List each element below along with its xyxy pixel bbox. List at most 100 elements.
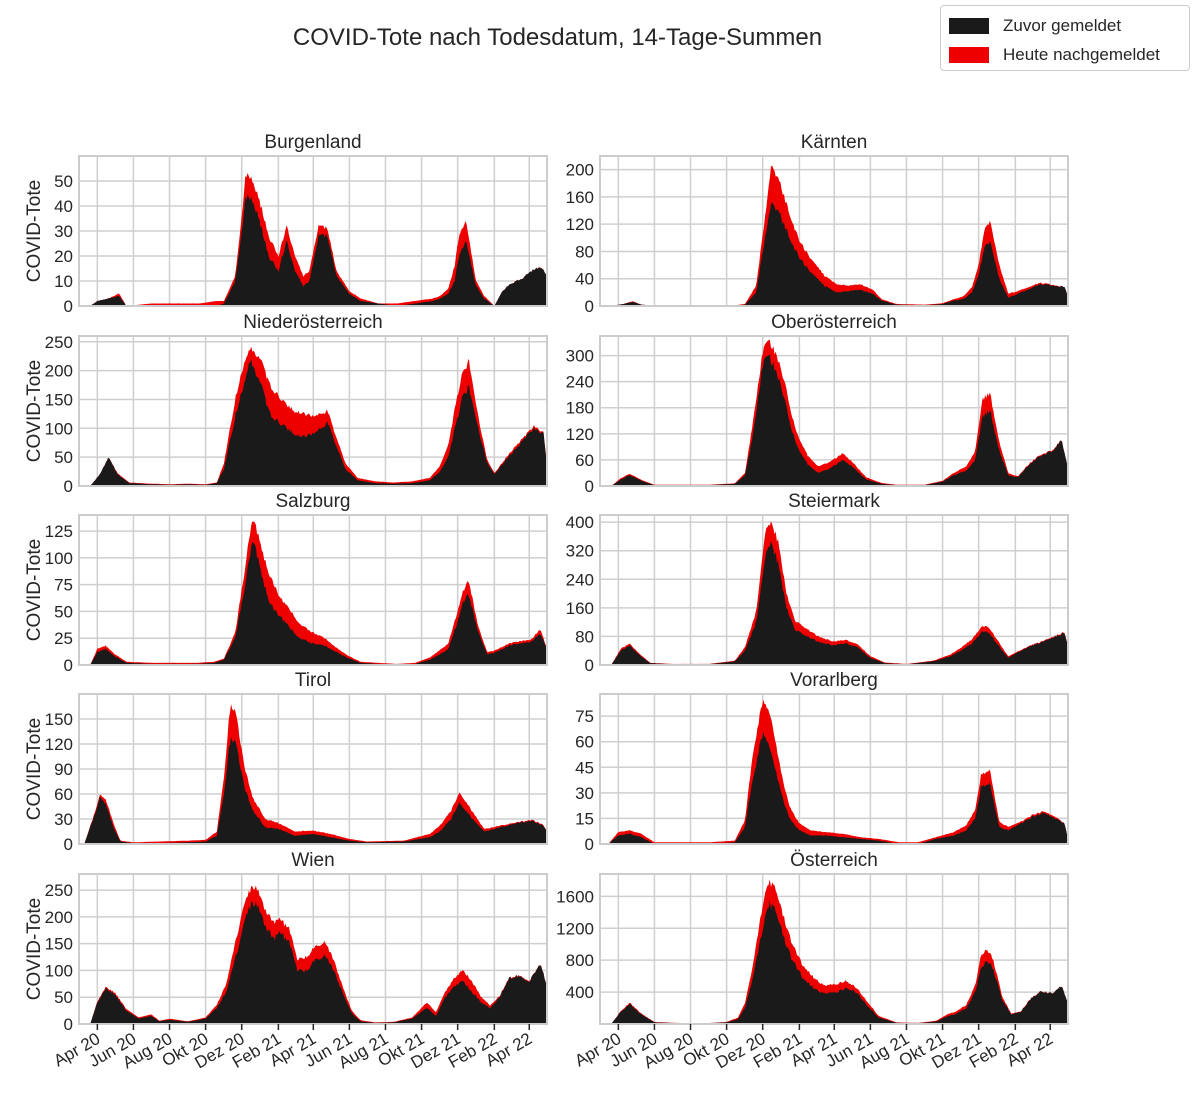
- y-tick-label: 200: [45, 908, 73, 927]
- y-tick-label: 180: [566, 399, 594, 418]
- area-niederösterreich-zuvor: [90, 358, 547, 486]
- y-tick-label: 1600: [556, 887, 594, 906]
- area-wien-nachgemeldet: [90, 885, 547, 1024]
- legend-item-new: Heute nachgemeldet: [949, 44, 1160, 66]
- y-tick-label: 50: [54, 448, 73, 467]
- area-niederösterreich-nachgemeldet: [90, 346, 547, 486]
- y-tick-label: 120: [566, 425, 594, 444]
- panel-title: Vorarlberg: [790, 670, 878, 691]
- y-tick-label: 300: [566, 347, 594, 366]
- y-tick-label: 150: [45, 935, 73, 954]
- area-vorarlberg-nachgemeldet: [608, 699, 1068, 844]
- y-tick-label: 75: [54, 576, 73, 595]
- y-tick-label: 100: [45, 419, 73, 438]
- y-tick-label: 0: [64, 297, 73, 316]
- y-tick-label: 160: [566, 188, 594, 207]
- y-tick-label: 40: [575, 270, 594, 289]
- panel-title: Tirol: [295, 670, 331, 691]
- legend-swatch-new: [949, 47, 989, 63]
- y-tick-label: 10: [54, 272, 73, 291]
- plot-frame: [78, 693, 548, 845]
- panel-title: Oberösterreich: [771, 312, 897, 333]
- y-tick-label: 800: [566, 951, 594, 970]
- y-tick-label: 200: [45, 362, 73, 381]
- plot-frame: [78, 335, 548, 487]
- plot-frame: [599, 155, 1069, 307]
- area-tirol-zuvor: [84, 737, 548, 844]
- area-burgenland-zuvor: [90, 194, 547, 306]
- panel-salzburg: 0 25 50 75 100 125 Salzburg COVID-Tote: [24, 491, 548, 675]
- y-tick-label: 400: [566, 983, 594, 1002]
- y-tick-label: 80: [575, 242, 594, 261]
- y-tick-label: 0: [64, 656, 73, 675]
- area-salzburg-zuvor: [90, 541, 547, 665]
- y-tick-label: 75: [575, 707, 594, 726]
- y-tick-label: 250: [45, 881, 73, 900]
- area-kärnten-zuvor: [611, 202, 1068, 306]
- y-tick-label: 150: [45, 390, 73, 409]
- figure-title: COVID-Tote nach Todesdatum, 14-Tage-Summ…: [292, 24, 823, 51]
- y-tick-label: 200: [566, 161, 594, 180]
- y-tick-label: 0: [64, 835, 73, 854]
- panel-niederösterreich: 0 50 100 150 200 250 Niederösterreich COVID-Tot…: [24, 312, 548, 496]
- y-tick-label: 125: [45, 522, 73, 541]
- legend-label-previous: Zuvor gemeldet: [1003, 16, 1122, 35]
- area-tirol-nachgemeldet: [84, 704, 548, 844]
- y-tick-label: 90: [54, 760, 73, 779]
- y-tick-label: 240: [566, 570, 594, 589]
- panel-steiermark: 0 80 160 240 320 400 Steiermark: [566, 491, 1069, 675]
- legend-swatch-previous: [949, 18, 989, 34]
- legend-item-previous: Zuvor gemeldet: [949, 15, 1121, 37]
- area-vorarlberg-zuvor: [608, 731, 1068, 844]
- panel-vorarlberg: 0 15 30 45 60 75 Vorarlberg: [575, 670, 1069, 854]
- y-tick-label: 240: [566, 373, 594, 392]
- y-tick-label: 50: [54, 172, 73, 191]
- area-oberösterreich-zuvor: [611, 354, 1068, 486]
- panel-tirol: 0 30 60 90 120 150 Tirol COVID-Tote: [24, 670, 548, 854]
- panel-title: Burgenland: [264, 132, 361, 153]
- panel-oberösterreich: 0 60 120 180 240 300 Oberösterreich: [566, 312, 1069, 496]
- y-tick-label: 20: [54, 247, 73, 266]
- y-tick-label: 30: [54, 810, 73, 829]
- plot-frame: [599, 514, 1069, 666]
- y-tick-label: 250: [45, 333, 73, 352]
- y-tick-label: 25: [54, 629, 73, 648]
- y-tick-label: 50: [54, 602, 73, 621]
- y-tick-label: 320: [566, 542, 594, 561]
- y-tick-label: 60: [575, 451, 594, 470]
- y-tick-label: 400: [566, 513, 594, 532]
- y-tick-label: 30: [575, 784, 594, 803]
- area-steiermark-zuvor: [611, 541, 1068, 665]
- panel-title: Österreich: [790, 850, 878, 871]
- y-axis-label: COVID-Tote: [24, 898, 45, 1000]
- y-tick-label: 100: [45, 549, 73, 568]
- y-axis-label: COVID-Tote: [24, 539, 45, 641]
- area-österreich-zuvor: [611, 900, 1068, 1024]
- panel-title: Wien: [291, 850, 334, 871]
- y-tick-label: 40: [54, 197, 73, 216]
- y-tick-label: 80: [575, 627, 594, 646]
- y-tick-label: 0: [585, 477, 594, 496]
- y-tick-label: 0: [64, 1015, 73, 1034]
- plot-frame: [78, 514, 548, 666]
- panel-kärnten: 0 40 80 120 160 200 Kärnten: [566, 132, 1069, 316]
- panel-title: Niederösterreich: [243, 312, 382, 333]
- y-tick-label: 100: [45, 961, 73, 980]
- y-tick-label: 120: [566, 215, 594, 234]
- y-axis-label: COVID-Tote: [24, 360, 45, 462]
- y-tick-label: 1200: [556, 919, 594, 938]
- y-tick-label: 60: [575, 733, 594, 752]
- plot-frame: [599, 693, 1069, 845]
- y-tick-label: 0: [585, 656, 594, 675]
- y-tick-label: 30: [54, 222, 73, 241]
- y-tick-label: 45: [575, 758, 594, 777]
- y-tick-label: 50: [54, 988, 73, 1007]
- y-tick-label: 120: [45, 735, 73, 754]
- y-axis-label: COVID-Tote: [24, 718, 45, 820]
- panel-title: Salzburg: [276, 491, 351, 512]
- y-tick-label: 60: [54, 785, 73, 804]
- plot-frame: [78, 155, 548, 307]
